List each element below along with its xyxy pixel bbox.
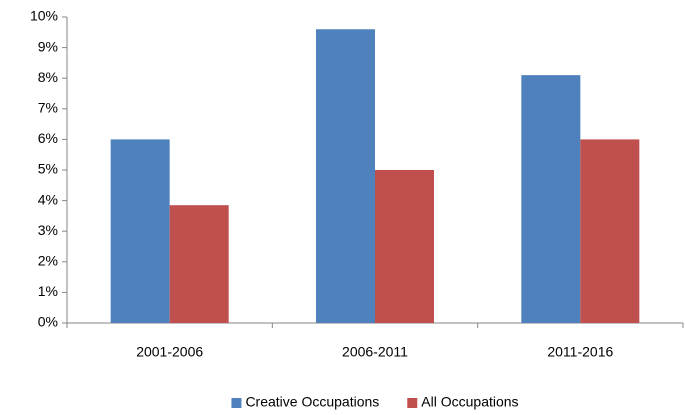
y-tick-label: 10% [30,8,58,24]
bar [580,139,640,323]
bar [521,75,581,323]
x-tick-label: 2006-2011 [342,344,408,360]
y-tick-label: 4% [38,191,58,207]
y-tick-label: 5% [38,161,58,177]
bar [316,29,375,324]
x-tick-label: 2011-2016 [547,344,613,360]
y-tick-label: 0% [38,314,58,330]
legend-swatch [407,398,418,408]
bar [169,205,229,323]
legend-label: Creative Occupations [245,394,379,410]
y-tick-label: 9% [38,38,58,54]
y-tick-label: 1% [38,283,58,299]
bar [110,139,170,323]
legend-label: All Occupations [421,394,518,410]
y-tick-label: 3% [38,222,58,238]
x-tick-label: 2001-2006 [136,344,203,360]
y-tick-label: 6% [38,130,58,146]
y-tick-label: 2% [38,253,58,269]
bar [375,170,434,323]
y-tick-label: 7% [38,100,58,116]
legend-swatch [231,398,242,408]
y-tick-label: 8% [38,69,58,85]
